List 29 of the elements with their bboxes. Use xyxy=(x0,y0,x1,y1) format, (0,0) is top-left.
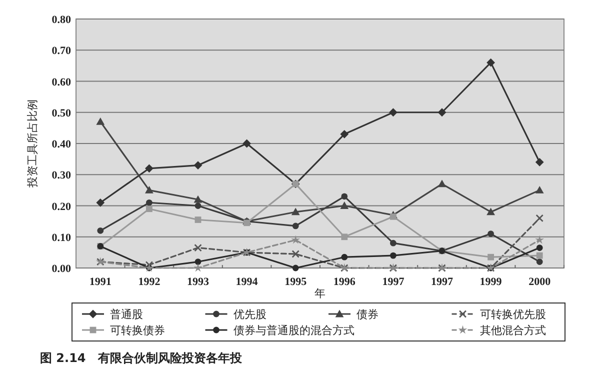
x-tick-label: 1993 xyxy=(187,276,210,288)
legend-label: 其他混合方式 xyxy=(480,324,546,337)
y-tick-label: 0.70 xyxy=(52,45,72,58)
y-tick-label: 0.60 xyxy=(52,76,72,88)
x-tick-label: 1996 xyxy=(333,276,356,288)
x-tick-label: 1992 xyxy=(138,276,161,288)
legend-label: 优先股 xyxy=(233,308,266,321)
y-tick-label: 0.10 xyxy=(52,232,72,244)
y-tick-label: 0.20 xyxy=(52,200,72,213)
y-axis-title: 投资工具所占比例 xyxy=(26,100,39,188)
legend-label: 可转换债券 xyxy=(110,324,165,337)
x-tick-label: 1997 xyxy=(382,276,405,288)
legend-label: 可转换优先股 xyxy=(480,308,546,321)
legend-label: 债券 xyxy=(356,308,378,321)
x-tick-label: 2000 xyxy=(528,276,552,288)
y-tick-label: 0.80 xyxy=(52,14,72,26)
y-tick-label: 0.40 xyxy=(52,138,72,150)
y-tick-label: 0.50 xyxy=(52,107,72,120)
x-tick-label: 1999 xyxy=(480,276,502,288)
x-tick-label: 1997 xyxy=(431,276,454,288)
x-axis-title: 年 xyxy=(314,287,326,300)
x-tick-label: 1994 xyxy=(236,276,258,288)
y-tick-label: 0.00 xyxy=(52,263,72,275)
x-tick-label: 1991 xyxy=(89,276,112,288)
caption: 图 2.14 有限合伙制风险投资各年投 xyxy=(40,351,243,365)
legend-label: 普通股 xyxy=(110,308,143,321)
y-tick-label: 0.30 xyxy=(52,170,72,182)
legend-label: 债券与普通股的混合方式 xyxy=(233,324,354,337)
x-tick-label: 1995 xyxy=(284,276,308,288)
